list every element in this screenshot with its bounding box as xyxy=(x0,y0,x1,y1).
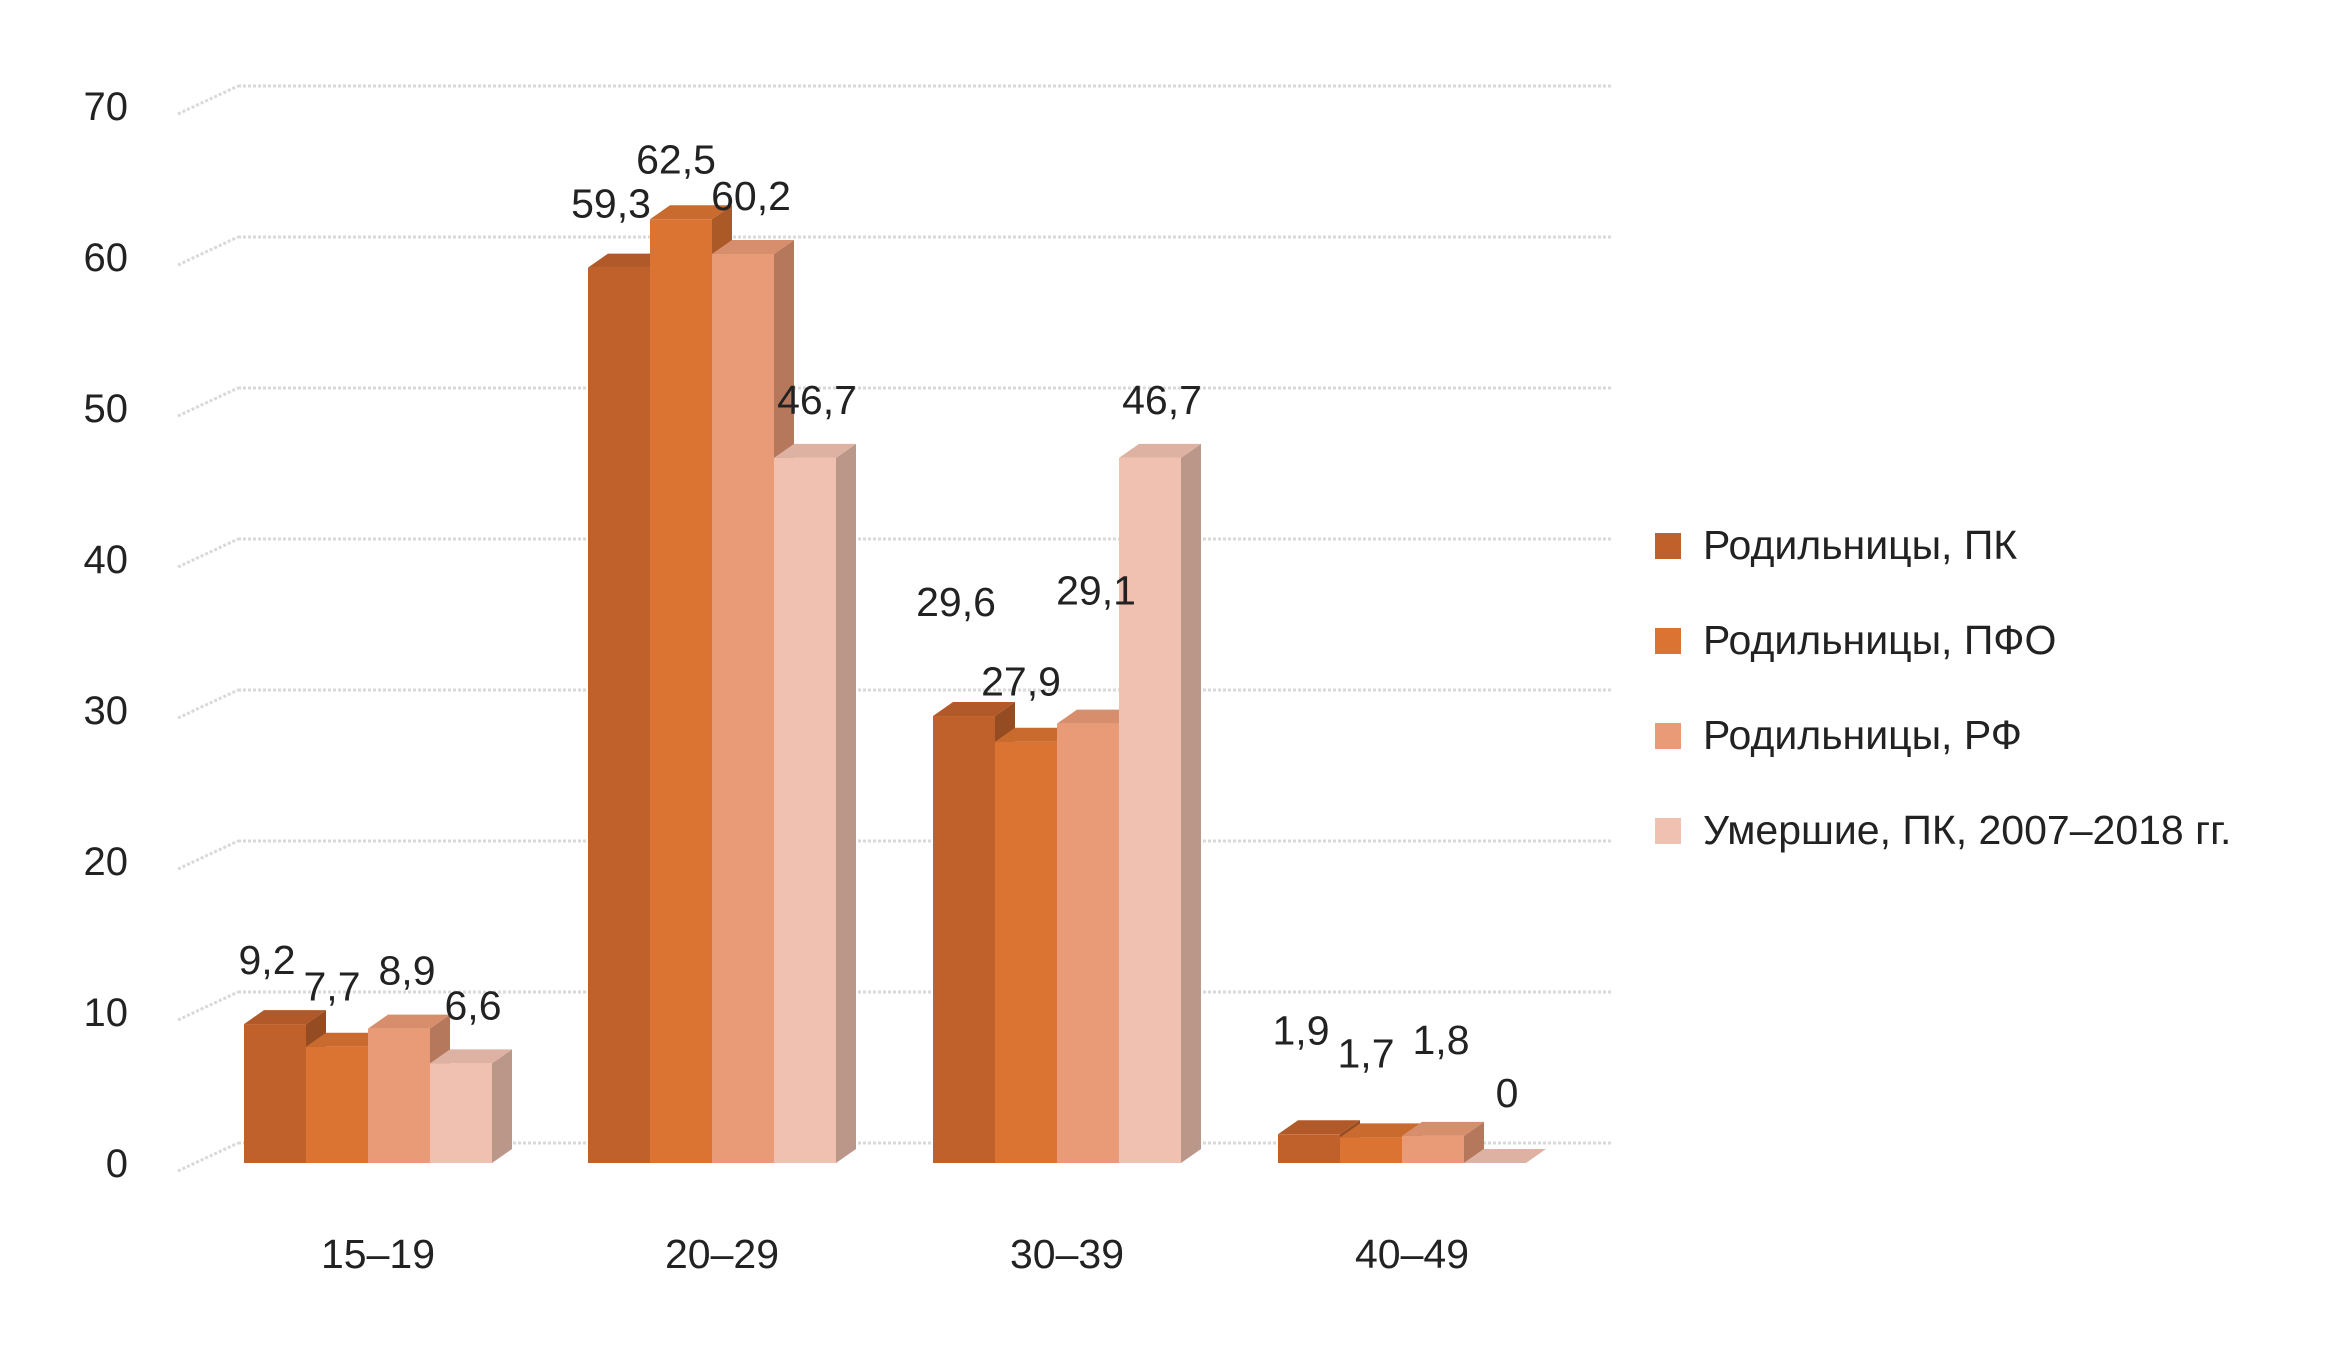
bar xyxy=(244,1024,306,1163)
data-label: 29,6 xyxy=(916,579,996,625)
bar-top xyxy=(588,253,670,268)
legend-swatch xyxy=(1655,817,1681,844)
data-label: 9,2 xyxy=(239,937,296,983)
bar-top xyxy=(933,702,1015,717)
data-label: 6,6 xyxy=(445,982,502,1028)
legend-item-series-3: Родильницы, РФ xyxy=(1655,688,2231,783)
bar-side xyxy=(492,1049,512,1163)
bar-top xyxy=(1057,709,1139,724)
bar xyxy=(1119,457,1181,1164)
x-tick-label: 40–49 xyxy=(1355,1231,1469,1277)
gridline-depth xyxy=(177,839,239,871)
bar xyxy=(650,219,712,1163)
y-tick-label: 0 xyxy=(106,1142,128,1186)
legend-item-series-4: Умершие, ПК, 2007–2018 гг. xyxy=(1655,783,2231,878)
gridline-depth xyxy=(177,688,239,720)
bar xyxy=(995,741,1057,1163)
bar-side xyxy=(836,443,856,1164)
gridline-depth xyxy=(177,386,239,418)
bar-top xyxy=(712,239,794,254)
gridline-depth xyxy=(177,990,239,1022)
legend-item-series-1: Родильницы, ПК xyxy=(1655,498,2231,593)
bar-side xyxy=(1464,1121,1484,1163)
y-axis: 0 10 20 30 40 50 60 70 xyxy=(84,85,129,1186)
data-label: 46,7 xyxy=(1122,377,1202,423)
data-labels: 9,27,7 8,96,6 59,362,560,2 46,7 29,6 27,9 29,1… xyxy=(239,136,1519,1116)
bar-top xyxy=(1402,1121,1484,1136)
legend-item-series-2: Родильницы, ПФО xyxy=(1655,593,2231,688)
bar-top xyxy=(1278,1120,1360,1135)
data-label: 1,7 xyxy=(1338,1030,1395,1076)
y-tick-label: 10 xyxy=(84,991,129,1035)
gridline-depth xyxy=(177,235,239,267)
gridline-depth xyxy=(177,84,239,116)
y-tick-label: 60 xyxy=(84,236,129,280)
data-label: 1,9 xyxy=(1273,1007,1330,1053)
bar xyxy=(1402,1135,1464,1163)
legend-label: Родильницы, РФ xyxy=(1703,712,2022,758)
x-axis: 15–19 20–29 30–39 40–49 xyxy=(321,1231,1469,1277)
bar xyxy=(774,457,836,1164)
x-tick-label: 15–19 xyxy=(321,1231,435,1277)
bar xyxy=(1057,723,1119,1163)
bar xyxy=(1278,1134,1340,1163)
bar-top xyxy=(1340,1123,1422,1138)
y-tick-label: 50 xyxy=(84,387,129,431)
gridlines xyxy=(177,84,1612,1173)
legend: Родильницы, ПК Родильницы, ПФО Родильниц… xyxy=(1655,498,2231,878)
bar-top xyxy=(244,1010,326,1025)
legend-label: Родильницы, ПК xyxy=(1703,522,2018,568)
bar-top xyxy=(306,1032,388,1047)
bar xyxy=(588,267,650,1163)
data-label: 7,7 xyxy=(304,964,361,1010)
data-label: 0 xyxy=(1496,1070,1519,1116)
data-label: 29,1 xyxy=(1056,568,1136,614)
legend-label: Родильницы, ПФО xyxy=(1703,617,2057,663)
bar-top xyxy=(368,1014,450,1029)
data-label: 60,2 xyxy=(711,173,791,219)
bar xyxy=(933,716,995,1163)
bar xyxy=(712,253,774,1164)
y-tick-label: 30 xyxy=(84,689,129,733)
bar xyxy=(430,1063,492,1163)
data-label: 59,3 xyxy=(571,181,651,227)
bar-top xyxy=(995,727,1077,742)
y-tick-label: 20 xyxy=(84,840,129,884)
legend-swatch xyxy=(1655,627,1681,654)
legend-swatch xyxy=(1655,532,1681,559)
bar-side xyxy=(1181,443,1201,1164)
bars xyxy=(244,205,1546,1164)
data-label: 46,7 xyxy=(777,377,857,423)
gridline-depth xyxy=(177,1141,239,1173)
bar xyxy=(368,1028,430,1163)
y-tick-label: 40 xyxy=(84,538,129,582)
gridline-depth xyxy=(177,537,239,569)
legend-swatch xyxy=(1655,722,1681,749)
bar xyxy=(306,1046,368,1163)
x-tick-label: 20–29 xyxy=(665,1231,779,1277)
data-label: 27,9 xyxy=(981,659,1061,705)
bar xyxy=(1340,1137,1402,1163)
legend-label: Умершие, ПК, 2007–2018 гг. xyxy=(1703,807,2232,853)
bar-top xyxy=(650,205,732,220)
data-label: 62,5 xyxy=(636,136,716,182)
data-label: 1,8 xyxy=(1413,1017,1470,1063)
bar-top xyxy=(430,1049,512,1064)
bar-top xyxy=(774,443,856,458)
bar-top xyxy=(1119,443,1201,458)
y-tick-label: 70 xyxy=(84,85,129,129)
x-tick-label: 30–39 xyxy=(1010,1231,1124,1277)
data-label: 8,9 xyxy=(379,948,436,994)
bar-top xyxy=(1464,1149,1546,1163)
